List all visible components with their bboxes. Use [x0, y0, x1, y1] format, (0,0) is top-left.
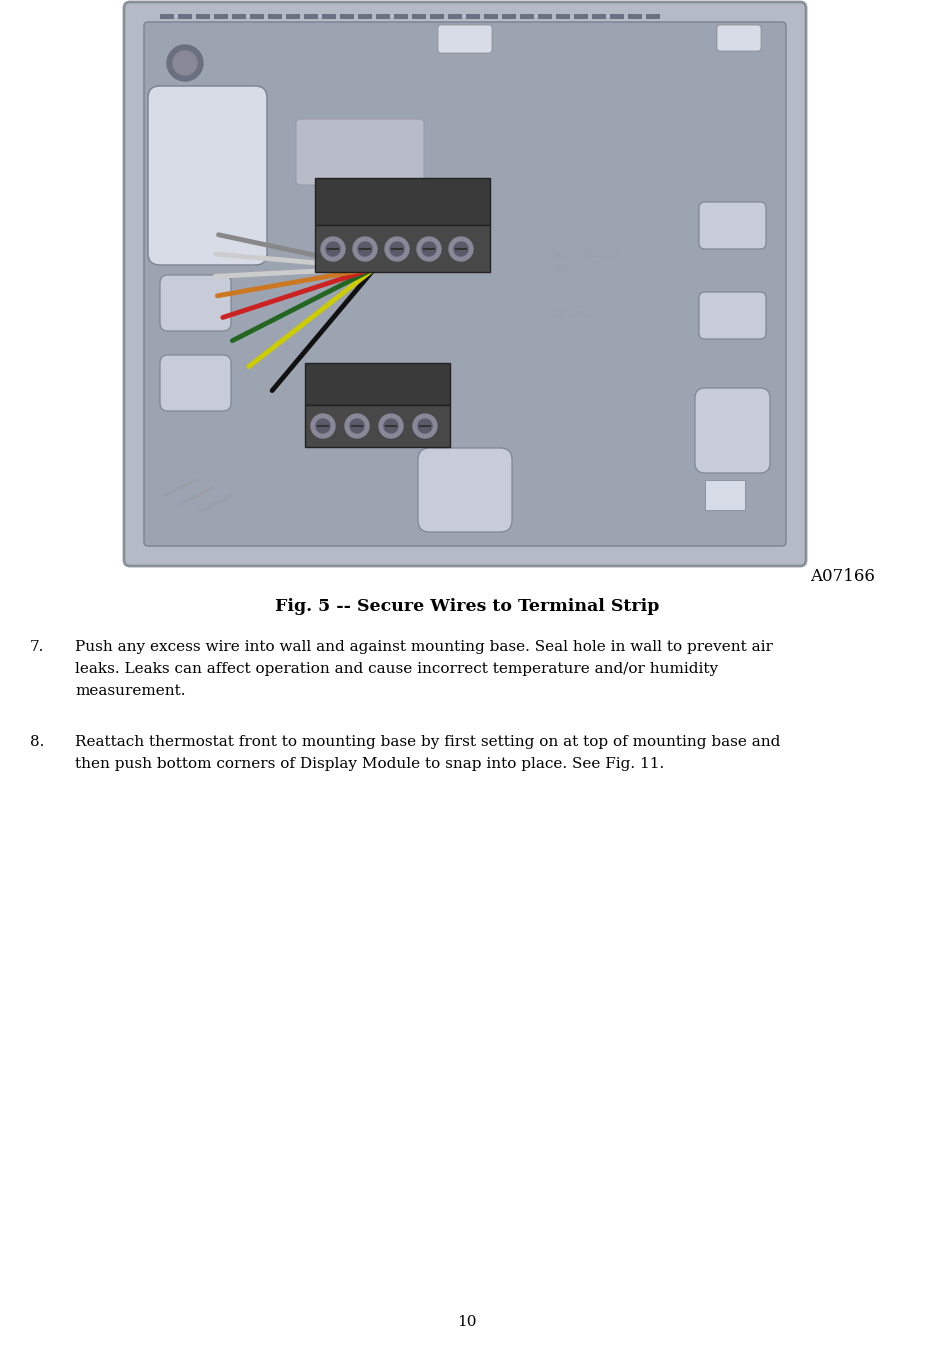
Bar	[628, 14, 642, 19]
Bar	[538, 14, 552, 19]
Text: Push any excess wire into wall and against mounting base. Seal hole in wall to p: Push any excess wire into wall and again…	[75, 640, 773, 654]
Text: leaks. Leaks can affect operation and cause incorrect temperature and/or humidit: leaks. Leaks can affect operation and ca…	[75, 662, 718, 675]
Bar	[358, 14, 372, 19]
Bar	[394, 14, 408, 19]
Bar	[322, 14, 336, 19]
Circle shape	[390, 242, 404, 255]
Circle shape	[422, 242, 436, 255]
Circle shape	[173, 52, 197, 75]
Bar	[160, 14, 174, 19]
Bar	[304, 14, 318, 19]
Bar	[268, 14, 282, 19]
Bar	[214, 14, 228, 19]
Circle shape	[418, 419, 432, 434]
FancyBboxPatch shape	[695, 389, 770, 473]
Circle shape	[358, 242, 372, 255]
Circle shape	[167, 45, 203, 82]
Bar	[574, 14, 588, 19]
Circle shape	[449, 236, 473, 261]
Bar	[376, 14, 390, 19]
Bar	[196, 14, 210, 19]
Circle shape	[311, 414, 335, 438]
FancyBboxPatch shape	[160, 275, 231, 332]
Circle shape	[321, 236, 345, 261]
Bar	[315, 226, 490, 272]
Text: Fig. 5 -- Secure Wires to Terminal Strip: Fig. 5 -- Secure Wires to Terminal Strip	[275, 598, 659, 616]
Circle shape	[384, 419, 398, 434]
FancyBboxPatch shape	[418, 448, 512, 531]
Bar	[340, 14, 354, 19]
Bar	[610, 14, 624, 19]
Text: 8.: 8.	[30, 735, 44, 749]
Circle shape	[385, 236, 409, 261]
Circle shape	[413, 414, 437, 438]
Text: REV-C: REV-C	[552, 264, 577, 273]
FancyBboxPatch shape	[296, 120, 424, 185]
FancyBboxPatch shape	[717, 24, 761, 52]
FancyBboxPatch shape	[160, 355, 231, 410]
Bar	[412, 14, 426, 19]
Circle shape	[417, 236, 441, 261]
Bar	[250, 14, 264, 19]
Circle shape	[345, 414, 369, 438]
Text: A07166: A07166	[810, 568, 875, 584]
Text: 10: 10	[457, 1316, 477, 1329]
Bar	[315, 178, 490, 226]
Circle shape	[350, 419, 364, 434]
Bar	[232, 14, 246, 19]
Bar	[556, 14, 570, 19]
FancyBboxPatch shape	[148, 86, 267, 265]
Bar	[520, 14, 534, 19]
Bar	[592, 14, 606, 19]
Circle shape	[316, 419, 330, 434]
Text: then push bottom corners of Display Module to snap into place. See Fig. 11.: then push bottom corners of Display Modu…	[75, 757, 664, 771]
Text: measurement.: measurement.	[75, 684, 185, 699]
Text: Reattach thermostat front to mounting base by first setting on at top of mountin: Reattach thermostat front to mounting ba…	[75, 735, 781, 749]
FancyBboxPatch shape	[438, 24, 492, 53]
Circle shape	[379, 414, 403, 438]
Circle shape	[353, 236, 377, 261]
Text: ABS+PC<: ABS+PC<	[552, 311, 594, 319]
Text: ↑: ↑	[406, 126, 417, 140]
Bar	[705, 480, 745, 510]
Bar	[502, 14, 516, 19]
Bar	[448, 14, 462, 19]
Bar	[430, 14, 444, 19]
FancyBboxPatch shape	[699, 292, 766, 338]
Bar	[286, 14, 300, 19]
Bar	[646, 14, 660, 19]
Text: 960-015040-2-R: 960-015040-2-R	[552, 251, 620, 260]
Bar	[484, 14, 498, 19]
FancyBboxPatch shape	[699, 202, 766, 249]
Text: UP: UP	[377, 143, 392, 154]
Bar	[305, 363, 450, 405]
Circle shape	[326, 242, 340, 255]
Circle shape	[454, 242, 468, 255]
Bar	[178, 14, 192, 19]
Text: 7.: 7.	[30, 640, 44, 654]
Bar	[305, 405, 450, 447]
Bar	[466, 14, 480, 19]
FancyBboxPatch shape	[124, 1, 806, 565]
FancyBboxPatch shape	[144, 22, 786, 546]
